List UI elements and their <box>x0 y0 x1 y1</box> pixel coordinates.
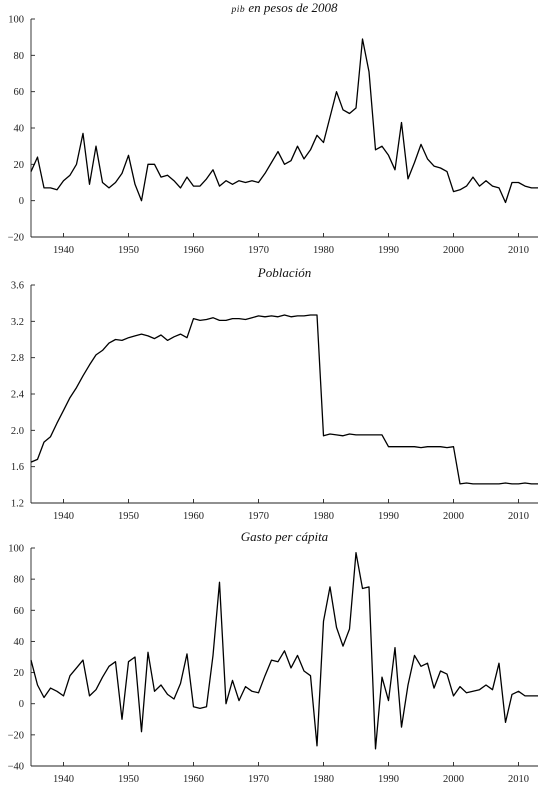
gdp-y-tick-label: 0 <box>19 196 24 207</box>
population-y-tick-label: 2.8 <box>11 353 24 364</box>
population-series-line <box>30 314 538 485</box>
population-y-tick-label: 1.2 <box>11 499 24 510</box>
population-x-tick-label: 1960 <box>183 511 204 522</box>
spending-per-capita-x-tick-label: 1970 <box>248 774 269 785</box>
gdp-y-tick-label: 100 <box>8 15 24 26</box>
gdp-x-tick-label: 1970 <box>248 245 269 256</box>
gdp-y-tick-label: 60 <box>14 87 25 98</box>
population-x-tick-label: 1980 <box>313 511 334 522</box>
spending-per-capita-x-tick-label: 1940 <box>53 774 74 785</box>
population-chart-title: Población <box>257 265 311 280</box>
population-x-tick-label: 2000 <box>443 511 464 522</box>
spending-per-capita-x-tick-label: 1990 <box>378 774 399 785</box>
spending-per-capita-chart-panel: Gasto per cápita −40 −20 0 20 40 60 80 100 1940 19… <box>8 529 538 785</box>
spending-per-capita-x-tick-label: 2000 <box>443 774 464 785</box>
spending-per-capita-y-tick-label: 80 <box>14 575 25 586</box>
spending-per-capita-y-tick-label: 20 <box>14 668 25 679</box>
spending-per-capita-y-tick-label: 0 <box>19 699 24 710</box>
gdp-x-tick-label: 1940 <box>53 245 74 256</box>
gdp-chart-title: pib en pesos de 2008 <box>230 0 338 15</box>
gdp-chart-panel: pib en pesos de 2008 −20 0 20 40 60 80 100 1940 1… <box>8 0 538 256</box>
gdp-y-tick-label: 20 <box>14 160 25 171</box>
spending-per-capita-y-tick-label: −20 <box>8 730 24 741</box>
gdp-x-tick-label: 2010 <box>508 245 529 256</box>
gdp-x-tick-label: 1990 <box>378 245 399 256</box>
spending-per-capita-x-tick-label: 1950 <box>118 774 139 785</box>
gdp-title-prefix: pib <box>230 5 245 15</box>
population-y-tick-label: 3.6 <box>11 281 24 292</box>
spending-per-capita-y-tick-label: 40 <box>14 637 25 648</box>
population-x-tick-label: 2010 <box>508 511 529 522</box>
gdp-x-tick-label: 1980 <box>313 245 334 256</box>
gdp-series-line <box>30 38 538 204</box>
population-chart-panel: Población 1.2 1.6 2.0 2.4 2.8 3.2 3.6 1940 1950 19… <box>11 265 538 522</box>
population-x-tick-label: 1990 <box>378 511 399 522</box>
spending-per-capita-x-tick-label: 2010 <box>508 774 529 785</box>
population-y-tick-label: 2.0 <box>11 426 24 437</box>
gdp-x-tick-label: 1960 <box>183 245 204 256</box>
population-x-tick-label: 1970 <box>248 511 269 522</box>
gdp-y-tick-label: −20 <box>8 233 24 244</box>
spending-per-capita-series-line <box>30 552 538 750</box>
population-y-tick-label: 1.6 <box>11 462 24 473</box>
population-y-tick-label: 2.4 <box>11 390 25 401</box>
spending-per-capita-chart-title: Gasto per cápita <box>241 529 329 544</box>
gdp-y-tick-label: 80 <box>14 51 25 62</box>
gdp-x-tick-label: 1950 <box>118 245 139 256</box>
gdp-title-text: en pesos de 2008 <box>245 0 338 15</box>
spending-per-capita-y-tick-label: 60 <box>14 606 25 617</box>
population-x-tick-label: 1950 <box>118 511 139 522</box>
population-y-tick-label: 3.2 <box>11 317 24 328</box>
spending-per-capita-x-tick-label: 1980 <box>313 774 334 785</box>
spending-per-capita-y-tick-label: −40 <box>8 762 24 773</box>
gdp-y-tick-label: 40 <box>14 124 25 135</box>
spending-per-capita-y-tick-label: 100 <box>8 544 24 555</box>
gdp-x-tick-label: 2000 <box>443 245 464 256</box>
spending-per-capita-x-tick-label: 1960 <box>183 774 204 785</box>
population-x-tick-label: 1940 <box>53 511 74 522</box>
